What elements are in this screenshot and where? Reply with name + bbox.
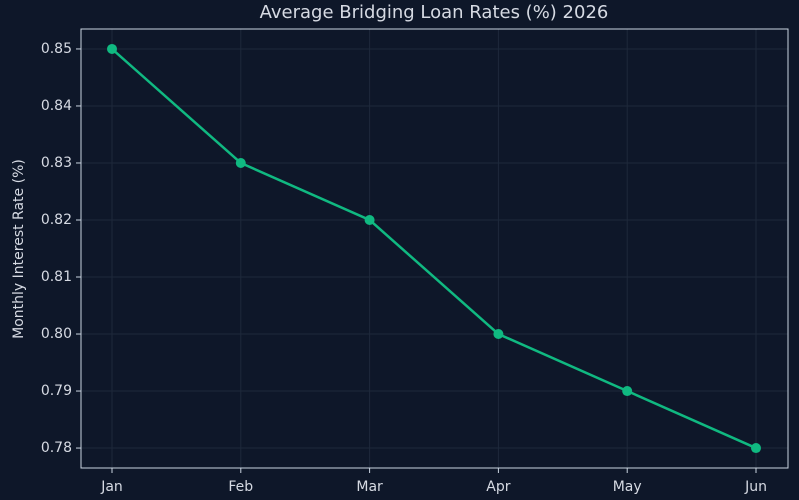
y-axis-label: Monthly Interest Rate (%) (11, 159, 27, 339)
y-tick-label: 0.78 (41, 440, 72, 456)
x-tick-label: Jun (744, 479, 767, 495)
x-tick-label: Feb (228, 479, 253, 495)
y-tick-label: 0.83 (41, 155, 72, 171)
data-point (493, 329, 504, 340)
y-tick-label: 0.80 (41, 326, 72, 342)
x-tick-label: Jan (100, 479, 123, 495)
data-point (107, 43, 117, 54)
data-point (622, 386, 633, 397)
series-line (111, 48, 757, 450)
data-point (751, 443, 761, 454)
x-tick-label: Apr (486, 479, 510, 495)
y-tick-label: 0.85 (41, 41, 72, 57)
data-point (364, 214, 375, 225)
x-tick-label: May (613, 479, 642, 495)
y-tick-label: 0.84 (41, 98, 72, 114)
x-tick-label: Mar (356, 479, 383, 495)
chart-title: Average Bridging Loan Rates (%) 2026 (260, 2, 609, 23)
plot-frame (80, 28, 789, 469)
y-tick-label: 0.81 (41, 269, 72, 285)
y-tick-label: 0.82 (41, 212, 72, 228)
data-point (235, 157, 246, 168)
y-tick-label: 0.79 (41, 383, 72, 399)
